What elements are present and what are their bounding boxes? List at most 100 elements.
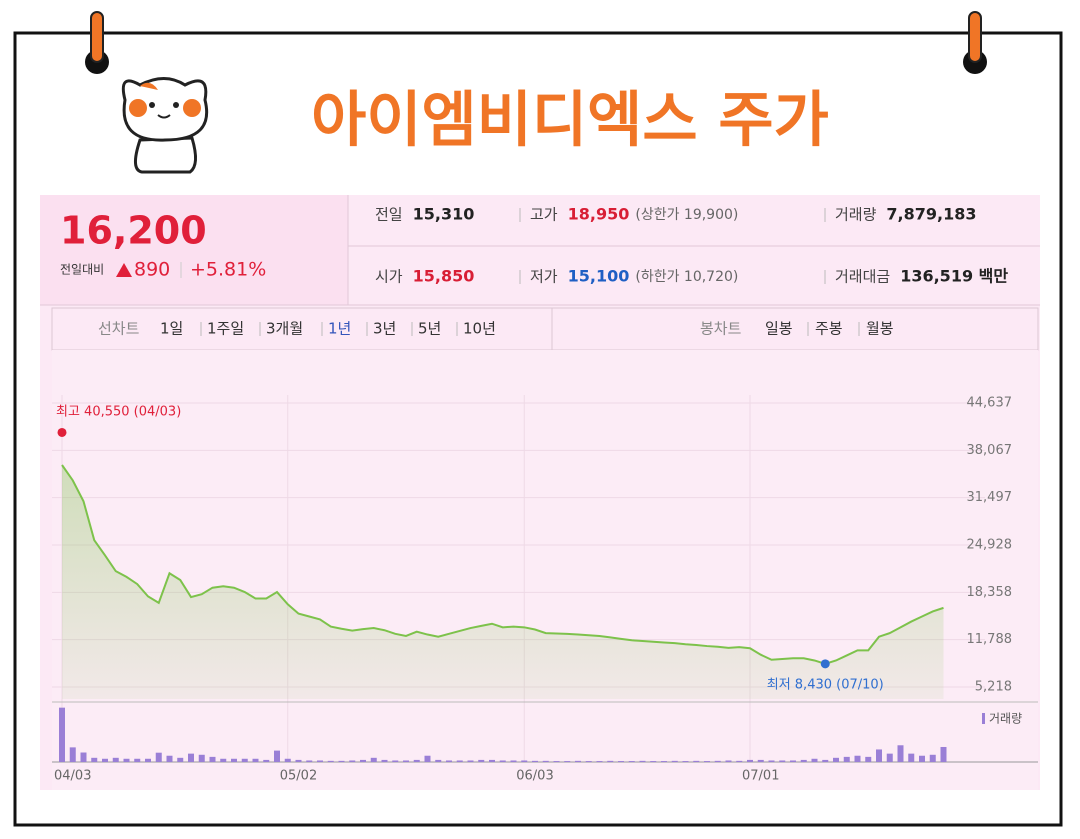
volume-bar: [446, 760, 452, 762]
volume-bar: [564, 761, 571, 762]
tab-label[interactable]: 선차트: [98, 320, 140, 338]
volume-bar: [736, 760, 743, 762]
field-value: 18,950: [568, 205, 630, 224]
volume-bar: [274, 750, 280, 762]
low-marker: [820, 659, 830, 669]
volume-bar: [489, 759, 495, 762]
period-tab[interactable]: 10년: [463, 320, 496, 338]
field-value: 15,100: [568, 267, 630, 286]
volume-bar: [897, 745, 904, 762]
volume-bar: [628, 761, 635, 762]
volume-bar: [155, 752, 162, 762]
field-label: 거래대금: [835, 268, 890, 286]
y-tick-label: 44,637: [967, 396, 1013, 411]
volume-bar: [585, 761, 592, 762]
volume-bar: [456, 760, 463, 762]
volume-bar: [69, 747, 76, 762]
field-value: 15,310: [413, 205, 475, 224]
line: [61, 464, 944, 665]
y-tick-label: 5,218: [975, 680, 1012, 695]
volume-bar: [886, 753, 893, 762]
high-marker: [57, 427, 67, 437]
volume-bar: [241, 758, 248, 762]
volume-bar: [607, 760, 614, 762]
field-note: (상한가 19,900): [635, 207, 738, 223]
volume-bar: [467, 760, 474, 762]
volume-bar: [220, 758, 227, 762]
volume-bar: [779, 760, 786, 762]
volume-bar: [618, 761, 624, 762]
volume-bar: [370, 757, 377, 762]
volume-bar: [295, 759, 302, 762]
volume-bar: [661, 761, 667, 762]
period-tab[interactable]: 5년: [418, 320, 441, 338]
volume-bar: [747, 759, 753, 762]
field-value: 7,879,183: [886, 205, 976, 224]
pin: [85, 11, 987, 74]
x-tick-label: 05/02: [280, 769, 317, 784]
volume-bar: [123, 758, 130, 762]
period-tab[interactable]: 3년: [373, 320, 396, 338]
candle-tab[interactable]: 월봉: [866, 320, 894, 338]
volume-bar: [929, 754, 936, 762]
volume-bar: [392, 760, 399, 762]
period-tab[interactable]: 3개월: [266, 320, 303, 338]
volume-bar: [532, 760, 538, 762]
legend-label: 거래량: [989, 712, 1022, 726]
field-label: 저가: [530, 268, 558, 286]
volume-bar: [510, 760, 517, 762]
chart-area: [52, 350, 1038, 790]
period-tab[interactable]: 1일: [160, 320, 183, 338]
field-label: 시가: [375, 268, 403, 286]
volume-bar: [704, 761, 710, 762]
volume-bar: [521, 760, 528, 762]
volume-bar: [263, 759, 270, 762]
volume-bar: [188, 753, 194, 762]
volume-bar: [209, 756, 216, 762]
volume-bar: [940, 746, 947, 762]
volume-bar: [317, 760, 323, 762]
volume-bar: [865, 756, 872, 762]
candle-tab[interactable]: 주봉: [815, 320, 843, 338]
field-value: 15,850: [413, 267, 475, 286]
x-tick-label: 06/03: [516, 769, 553, 784]
tabs: 선차트 1일 1주일 3개월 1년 3년 5년 10년 봉차트 일봉 주봉 월봉: [98, 320, 894, 338]
volume-bar: [854, 755, 861, 762]
volume-bar: [919, 755, 925, 762]
tab-label[interactable]: 봉차트: [700, 320, 742, 338]
volume-bar: [177, 757, 184, 762]
volume-bar: [811, 758, 818, 762]
volume-bar: [639, 760, 646, 762]
volume-bar: [833, 757, 839, 762]
volume-bar: [327, 760, 334, 762]
price-cell: [40, 195, 348, 305]
volume-bar: [145, 758, 151, 762]
period-tab[interactable]: 1주일: [207, 320, 244, 338]
tab-bar: [51, 307, 1039, 351]
volume-bar: [693, 760, 700, 762]
volume-bar: [231, 758, 237, 762]
volume-bar: [403, 760, 409, 762]
volume-bar: [80, 752, 87, 762]
volume-bar: [198, 754, 205, 762]
quote-fields: 전일 15,310 고가 18,950 (상한가 19,900) 거래량 7,879,183…: [375, 205, 1008, 286]
field-value: 136,519 백만: [900, 267, 1008, 286]
volume-bar: [596, 761, 603, 762]
volume-bar: [768, 760, 775, 762]
volume-bar: [102, 758, 108, 762]
volume-bar: [360, 759, 366, 762]
volume-bar: [59, 707, 65, 762]
period-tab[interactable]: 1년: [328, 320, 351, 338]
volume-bar: [671, 760, 678, 762]
volume-bar: [822, 759, 829, 762]
volume-bar: [725, 760, 732, 762]
volume-bar: [553, 761, 560, 762]
up-arrow: [116, 263, 132, 277]
candle-tab[interactable]: 일봉: [765, 320, 793, 338]
volume-bar: [338, 760, 345, 762]
volume-bar: [800, 759, 807, 762]
volume-bar: [306, 760, 313, 762]
volume-bar: [112, 757, 119, 762]
chart: 44,637 38,067 31,497 24,928 18,358 11,788 5,21…: [52, 395, 1038, 784]
